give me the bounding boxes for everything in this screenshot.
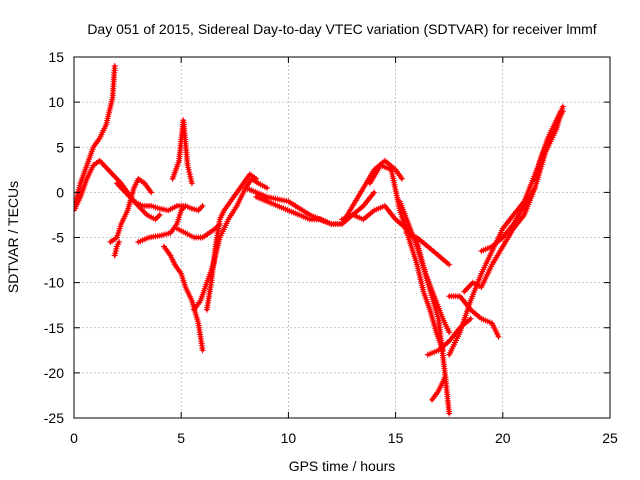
y-tick-label: 5 xyxy=(56,139,64,155)
y-tick-label: 0 xyxy=(56,184,64,200)
series-arc-15 xyxy=(368,163,445,352)
y-tick-label: 10 xyxy=(48,94,64,110)
y-tick-label: 15 xyxy=(48,49,64,65)
y-axis-label: SDTVAR / TECUs xyxy=(5,181,21,293)
series-markers-9 xyxy=(173,221,223,241)
y-tick-label: -15 xyxy=(44,320,64,336)
series-markers-11 xyxy=(203,171,260,313)
x-tick-label: 10 xyxy=(281,430,297,446)
series-markers-23 xyxy=(478,184,538,254)
y-tick-label: -20 xyxy=(44,365,64,381)
series-markers-3 xyxy=(107,175,155,245)
chart-title: Day 051 of 2015, Sidereal Day-to-day VTE… xyxy=(87,21,596,37)
series-markers-19 xyxy=(429,374,448,403)
axis-ticks: 0 5 10 15 20 25 -25 -20 -15 -10 -5 0 5 10 15 xyxy=(44,49,618,446)
y-tick-label: -10 xyxy=(44,275,64,291)
series-markers-16 xyxy=(396,198,453,336)
series-markers-6 xyxy=(135,202,206,245)
series-markers-24 xyxy=(532,108,564,182)
x-tick-label: 5 xyxy=(177,430,185,446)
series-arc-8 xyxy=(162,244,205,352)
x-tick-label: 25 xyxy=(602,430,618,446)
y-tick-label: -5 xyxy=(52,230,65,246)
series-markers-7 xyxy=(169,117,195,187)
gridlines xyxy=(74,57,610,418)
x-axis-label: GPS time / hours xyxy=(289,458,396,474)
series-markers-15 xyxy=(366,162,446,354)
x-tick-label: 0 xyxy=(70,430,78,446)
series-markers-8 xyxy=(161,243,206,354)
series-markers-1 xyxy=(74,63,118,212)
x-tick-label: 15 xyxy=(388,430,404,446)
series-markers-4 xyxy=(111,239,122,259)
series-markers-17 xyxy=(403,230,453,268)
y-tick-label: -25 xyxy=(44,410,64,426)
x-tick-label: 20 xyxy=(495,430,511,446)
series-markers-5 xyxy=(113,180,187,214)
data-series xyxy=(74,63,566,417)
